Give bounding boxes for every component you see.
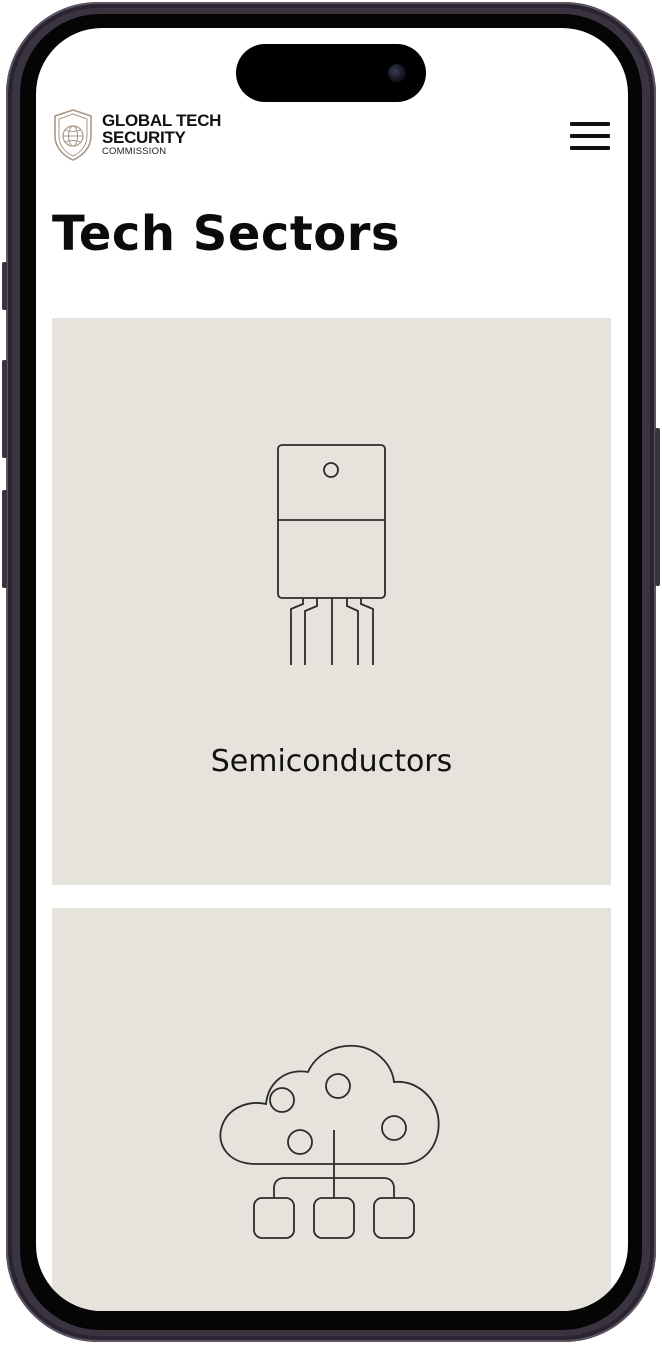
site-header: GLOBAL TECH SECURITY COMMISSION xyxy=(36,104,628,168)
cloud-network-icon xyxy=(219,1044,440,1239)
phone-screen: GLOBAL TECH SECURITY COMMISSION Tech Sec… xyxy=(36,28,628,1311)
volume-up-button xyxy=(2,360,7,458)
front-camera-icon xyxy=(388,64,406,82)
logo-title-line2: SECURITY xyxy=(102,128,186,147)
sector-card-semiconductors[interactable]: Semiconductors xyxy=(52,318,611,885)
hamburger-menu-icon[interactable] xyxy=(568,118,612,154)
semiconductor-chip-icon xyxy=(276,444,386,665)
power-button xyxy=(655,428,660,586)
logo-text: GLOBAL TECH SECURITY COMMISSION xyxy=(102,112,221,158)
page-title: Tech Sectors xyxy=(52,206,400,262)
dynamic-island xyxy=(236,44,426,102)
logo-title-line1: GLOBAL TECH xyxy=(102,111,222,130)
logo-subtitle: COMMISSION xyxy=(102,146,167,157)
sector-card-label: Semiconductors xyxy=(210,744,453,779)
site-logo[interactable]: GLOBAL TECH SECURITY COMMISSION xyxy=(52,108,221,162)
volume-down-button xyxy=(2,490,7,588)
action-button xyxy=(2,262,7,310)
sector-card-cloud[interactable] xyxy=(52,908,611,1311)
shield-globe-icon xyxy=(54,109,92,161)
